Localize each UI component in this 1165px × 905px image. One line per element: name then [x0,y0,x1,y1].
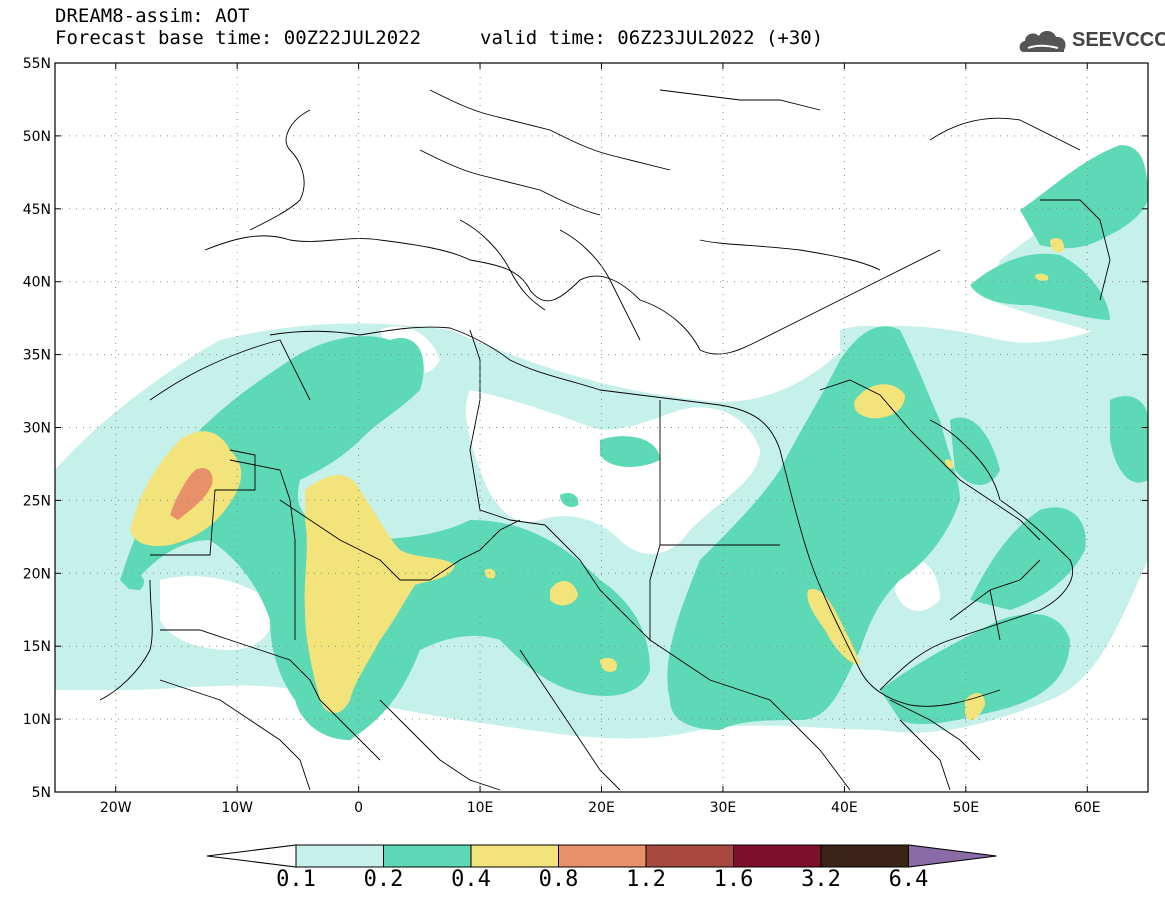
country-borders [99,89,1111,791]
lat-tick-label: 15N [23,639,51,655]
colorbar-segment [470,844,559,868]
lat-tick-label: 10N [23,712,51,728]
colorbar-level-label: 0.2 [363,867,404,892]
colorbar-segment [383,844,472,868]
lat-tick-label: 40N [23,275,51,291]
colorbar-segment [820,844,909,868]
colorbar-level-label: 1.6 [713,867,754,892]
lon-tick-label: 10W [221,800,253,816]
aot-clear-areas [160,326,940,650]
colorbar-level-label: 3.2 [801,867,841,892]
valid-time: valid time: 06Z23JUL2022 (+30) [480,27,824,49]
colorbar-segment [558,844,647,868]
colorbar-level-label: 0.8 [538,867,579,892]
map-title: DREAM8-assim: AOT [55,5,250,27]
lon-tick-label: 20W [100,800,132,816]
lat-tick-label: 25N [23,493,51,509]
aot-layer-0.4 [130,238,1065,721]
lon-tick-label: 40E [831,800,858,816]
aot-layer-0.8 [170,468,213,520]
lon-tick-label: 0 [354,800,363,816]
lon-tick-label: 50E [952,800,979,816]
colorbar-level-label: 6.4 [888,867,929,892]
lat-tick-label: 35N [23,348,51,364]
colorbar-segment [645,844,734,868]
colorbar-level-label: 1.2 [626,867,666,892]
lat-tick-label: 5N [32,785,51,801]
lat-tick-label: 20N [23,566,51,582]
colorbar-level-label: 0.4 [451,867,491,892]
axis-ticks: 20W 10W 0 10E 20E 30E 40E 50E 60E 5N 10N 15N 20N 25N 3… [23,56,1148,816]
lon-tick-label: 10E [467,800,494,816]
lon-tick-label: 30E [710,800,737,816]
colorbar [206,844,997,868]
forecast-base-time: Forecast base time: 00Z22JUL2022 [55,27,422,49]
seevccc-logo: SEEVCCC [1018,26,1165,56]
aot-layer-0.2 [120,145,1148,740]
colorbar-segment [733,844,822,868]
lat-tick-label: 30N [23,421,51,437]
logo-text: SEEVCCC [1072,29,1165,51]
cloud-logo-icon [1019,30,1066,52]
colorbar-level-label: 0.1 [276,867,316,892]
lon-tick-label: 20E [588,800,615,816]
lat-lon-grid [55,63,1148,792]
colorbar-under-arrow [206,844,297,868]
colorbar-segment [295,844,384,868]
lat-tick-label: 50N [23,129,51,145]
colorbar-over-arrow [908,844,997,868]
lat-tick-label: 55N [23,56,51,72]
lat-tick-label: 45N [23,202,51,218]
lon-tick-label: 60E [1074,800,1101,816]
